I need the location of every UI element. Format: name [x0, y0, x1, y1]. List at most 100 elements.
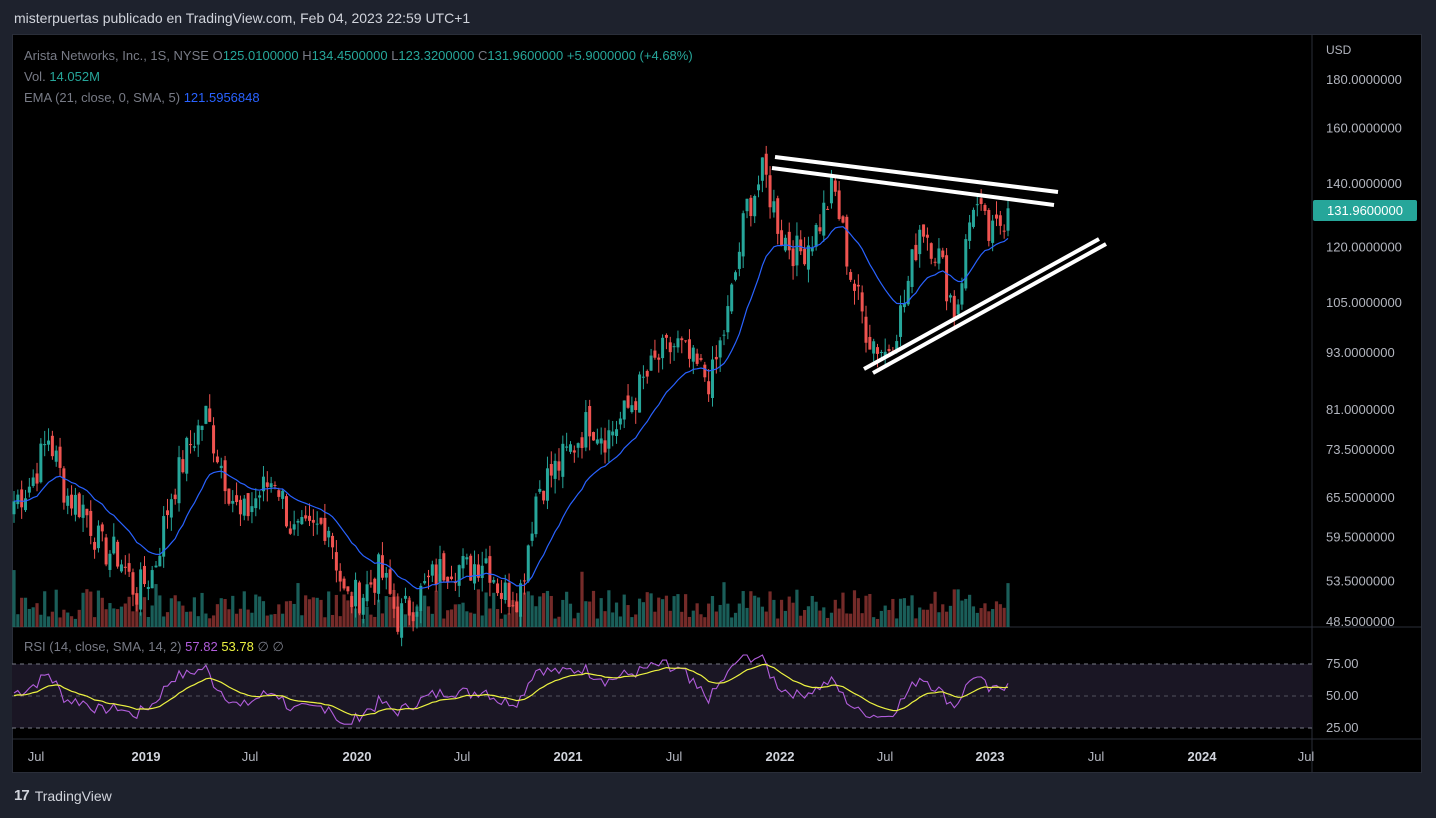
volume-bar: [618, 616, 622, 627]
resistance-line-2[interactable]: [771, 166, 1055, 207]
volume-bar: [879, 610, 883, 627]
candle-body: [519, 583, 523, 617]
candle-body: [852, 283, 856, 291]
volume-bar: [722, 582, 726, 627]
volume-bar: [895, 618, 899, 627]
volume-bar: [81, 592, 85, 627]
volume-bar: [192, 597, 196, 627]
volume-bar: [937, 612, 941, 627]
candle-body: [791, 248, 795, 267]
candle-body: [223, 460, 227, 492]
x-tick-0: Jul: [28, 749, 45, 764]
volume-bar: [718, 604, 722, 627]
candle-body: [154, 565, 158, 568]
candle-body: [695, 353, 699, 364]
candle-body: [434, 564, 438, 585]
candle-body: [626, 395, 630, 408]
chart-svg[interactable]: 180.0000000 160.0000000 140.0000000 120.000…: [12, 34, 1422, 773]
volume-bar: [499, 618, 504, 627]
rsi-extra-2: ∅: [272, 639, 284, 654]
rsi-ma-line: [13, 663, 1009, 717]
candle-body: [20, 489, 24, 508]
price-tick-9: 59.5000000: [1326, 530, 1395, 545]
volume-bar: [480, 615, 484, 627]
support-line-2[interactable]: [872, 242, 1107, 375]
volume-bar: [779, 599, 784, 627]
volume-bar: [457, 604, 461, 627]
candle-body: [296, 520, 300, 523]
volume-bar: [27, 608, 31, 627]
candle-body: [354, 579, 358, 607]
volume-bar: [469, 612, 473, 627]
candle-body: [998, 215, 1002, 226]
candle-body: [24, 498, 28, 511]
rsi-value: 57.82: [185, 639, 218, 654]
candle-body: [484, 558, 488, 564]
candle-body: [1002, 230, 1006, 232]
candle-body: [284, 496, 288, 527]
volume-bar: [833, 599, 837, 627]
candle-body: [584, 412, 588, 448]
support-line-1[interactable]: [863, 237, 1100, 371]
triangle-trendlines[interactable]: [771, 155, 1107, 375]
candle-body: [799, 239, 803, 252]
volume-bar: [96, 590, 101, 627]
candle-body: [457, 565, 461, 586]
volume-bar: [764, 611, 768, 627]
price-tick-1: 160.0000000: [1326, 121, 1402, 136]
x-tick-10: Jul: [1088, 749, 1105, 764]
candle-body: [39, 443, 43, 483]
candle-body: [668, 342, 672, 353]
publish-header: misterpuertas publicado en TradingView.c…: [14, 10, 471, 26]
volume-bar: [941, 604, 945, 627]
candle-body: [814, 224, 818, 247]
candle-body: [12, 501, 16, 515]
candle-body: [672, 346, 676, 348]
volume-bar: [423, 595, 427, 627]
candle-body: [933, 261, 937, 263]
candle-body: [311, 519, 315, 523]
candle-body: [964, 239, 968, 289]
volume-bar: [753, 595, 757, 627]
volume-bar: [526, 591, 530, 627]
volume-bar: [545, 590, 550, 627]
volume-bar: [319, 599, 323, 627]
volume-bar: [211, 615, 216, 627]
volume-bar: [150, 605, 154, 627]
candle-body: [795, 235, 799, 266]
volume-bar: [173, 595, 177, 627]
candle-body: [415, 611, 419, 617]
volume-bar: [449, 609, 454, 627]
volume-bar: [434, 590, 438, 627]
open-label: O: [212, 48, 223, 63]
candle-body: [611, 431, 615, 436]
footer-brand[interactable]: 17 TradingView: [14, 787, 112, 804]
volume-bar: [208, 618, 212, 627]
volume-bar: [829, 612, 834, 627]
volume-bar: [902, 598, 906, 627]
volume-bar: [365, 606, 369, 627]
price-tick-10: 53.5000000: [1326, 573, 1395, 588]
candle-body: [135, 593, 139, 605]
volume-bar: [637, 598, 642, 627]
volume-bar: [872, 617, 876, 627]
candle-body: [722, 334, 726, 336]
candle-body: [96, 525, 100, 549]
candle-body: [572, 450, 576, 453]
candle-body: [703, 364, 707, 378]
volume-bar: [476, 589, 480, 627]
volume-bar: [783, 610, 788, 627]
volume-bar: [822, 607, 826, 627]
resistance-line-1[interactable]: [774, 155, 1059, 194]
chart-panel[interactable]: [12, 34, 1422, 773]
candle-body: [726, 306, 730, 333]
volume-bar: [162, 616, 166, 627]
candle-body: [806, 245, 810, 270]
volume-bar: [373, 616, 377, 627]
volume-bar: [714, 611, 718, 627]
candle-body: [960, 283, 964, 305]
volume-bar: [69, 616, 74, 627]
candle-body: [131, 572, 135, 595]
candle-body: [826, 208, 830, 210]
candle-body: [511, 605, 515, 607]
